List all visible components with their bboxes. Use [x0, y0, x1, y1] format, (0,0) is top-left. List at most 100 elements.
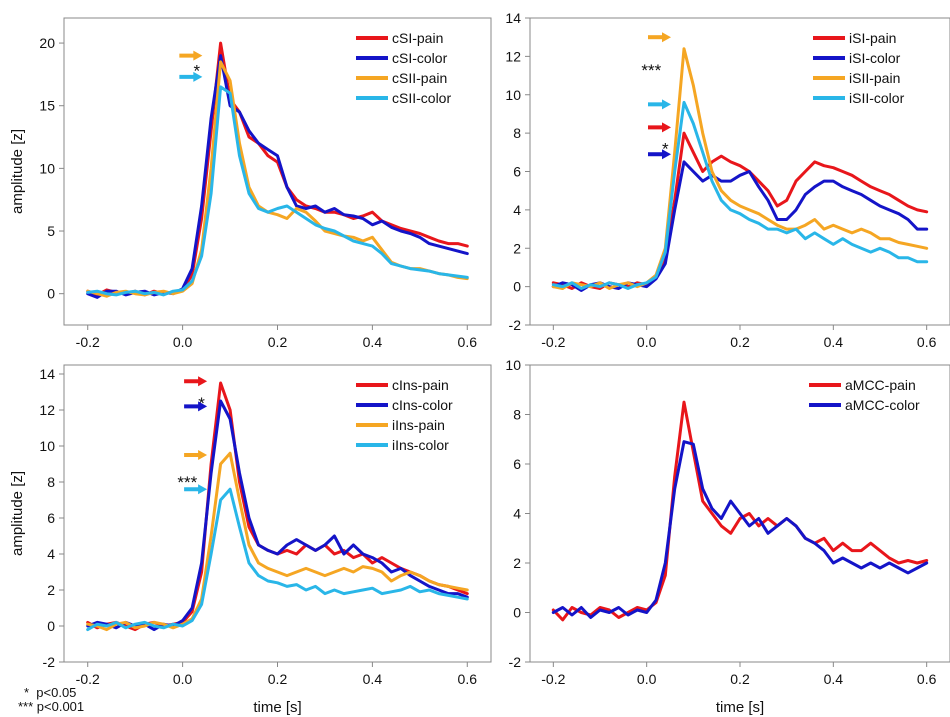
- x-tick-label: 0.6: [458, 671, 478, 687]
- legend-label: aMCC-pain: [845, 377, 916, 393]
- x-axis-label: time [s]: [716, 699, 764, 716]
- x-tick-label: 0.0: [173, 334, 193, 350]
- y-tick-label: 6: [513, 456, 521, 472]
- x-tick-label: 0.2: [268, 334, 288, 350]
- legend-label: cIns-color: [392, 397, 453, 413]
- significance-arrowhead: [662, 149, 671, 160]
- series-line-iSI-pain: [551, 131, 929, 290]
- series-line-aMCC-color: [551, 440, 929, 619]
- legend-label: iSII-pain: [849, 70, 900, 86]
- y-tick-label: 10: [505, 87, 521, 103]
- significance-arrowhead: [193, 50, 203, 61]
- significance-arrowhead: [198, 450, 208, 460]
- y-tick-label: 0: [47, 618, 55, 634]
- x-axis-label: time [s]: [253, 699, 301, 716]
- y-tick-label: 5: [47, 223, 55, 239]
- legend-label: aMCC-color: [845, 397, 920, 413]
- y-tick-label: -2: [509, 654, 522, 670]
- legend-label: cIns-pain: [392, 377, 449, 393]
- y-tick-label: 8: [47, 474, 55, 490]
- y-tick-label: 2: [513, 240, 521, 256]
- y-tick-label: 10: [39, 438, 55, 454]
- legend-label: iIns-color: [392, 437, 449, 453]
- series-line-iIns-pain: [86, 451, 469, 632]
- x-tick-label: 0.4: [363, 671, 383, 687]
- y-tick-label: 4: [513, 202, 521, 218]
- y-tick-label: 20: [39, 35, 55, 51]
- legend-label: iSI-color: [849, 50, 901, 66]
- y-tick-label: 8: [513, 407, 521, 423]
- legend: aMCC-pain aMCC-color: [809, 377, 920, 413]
- x-tick-label: 0.2: [268, 671, 288, 687]
- significance-arrowhead: [662, 32, 671, 43]
- significance-arrowhead: [662, 122, 671, 133]
- legend: cSI-pain cSI-color cSII-pain cSII-color: [356, 30, 451, 106]
- significance-arrowhead: [198, 484, 208, 495]
- chart-panel-top-left: -0.2 0.0 0.2 0.4 0.6 0 5 10 15 20 amplitude [z] cSI…: [9, 17, 492, 350]
- y-tick-label: 14: [505, 10, 521, 26]
- y-tick-label: 10: [505, 357, 521, 373]
- footnote-p0001: *** p<0.001: [18, 699, 85, 714]
- significance-marker: *: [194, 62, 201, 81]
- y-axis-label: amplitude [z]: [9, 129, 26, 214]
- series-line-cIns-color: [86, 399, 469, 632]
- x-tick-label: -0.2: [541, 671, 565, 687]
- x-tick-label: 0.2: [730, 671, 750, 687]
- series-line-iSII-color: [551, 100, 929, 290]
- y-tick-label: 0: [513, 279, 521, 295]
- significance-arrowhead: [198, 376, 208, 387]
- significance-marker: *: [662, 139, 669, 158]
- x-tick-label: 0.6: [917, 671, 937, 687]
- series-line-cSII-color: [86, 85, 469, 297]
- x-tick-label: 0.0: [173, 671, 193, 687]
- footnote-p005: * p<0.05: [24, 685, 77, 700]
- x-tick-label: 0.4: [824, 334, 844, 350]
- legend-label: iIns-pain: [392, 417, 445, 433]
- legend: iSI-pain iSI-color iSII-pain iSII-color: [813, 30, 905, 106]
- x-tick-label: 0.4: [363, 334, 383, 350]
- x-tick-label: 0.4: [824, 671, 844, 687]
- series-line-aMCC-pain: [551, 400, 929, 622]
- y-tick-label: -2: [509, 317, 522, 333]
- chart-panel-bottom-left: -0.2 0.0 0.2 0.4 0.6 -2 0 2 4 6 8 10 12 14 amplitude […: [9, 364, 492, 716]
- y-tick-label: 6: [513, 164, 521, 180]
- series-line-iIns-color: [86, 487, 469, 632]
- x-tick-label: 0.0: [637, 671, 657, 687]
- significance-arrowhead: [193, 71, 203, 82]
- significance-arrowhead: [662, 99, 671, 110]
- y-tick-label: 4: [513, 506, 521, 522]
- series-line-iSII-pain: [551, 47, 929, 290]
- legend: cIns-pain cIns-color iIns-pain iIns-color: [356, 377, 453, 453]
- y-tick-label: 0: [47, 286, 55, 302]
- y-tick-label: 8: [513, 125, 521, 141]
- legend-label: cSII-color: [392, 90, 451, 106]
- chart-panel-top-right: -0.2 0.0 0.2 0.4 0.6-202468101214iSI-painiSI…: [505, 10, 950, 350]
- y-tick-label: 12: [39, 402, 55, 418]
- significance-marker: *: [198, 394, 205, 413]
- y-tick-label: 2: [47, 582, 55, 598]
- legend-label: cSII-pain: [392, 70, 447, 86]
- legend-label: cSI-color: [392, 50, 448, 66]
- y-tick-label: 10: [39, 160, 55, 176]
- y-tick-label: 6: [47, 510, 55, 526]
- y-axis-label: amplitude [z]: [9, 471, 26, 556]
- significance-arrowhead: [198, 401, 208, 412]
- y-tick-label: 0: [513, 605, 521, 621]
- x-tick-label: 0.6: [458, 334, 478, 350]
- x-tick-label: -0.2: [76, 671, 100, 687]
- y-tick-label: -2: [43, 654, 56, 670]
- legend-label: iSI-pain: [849, 30, 896, 46]
- x-tick-label: 0.6: [917, 334, 937, 350]
- chart-panel-bottom-right: -0.2 0.0 0.2 0.4 0.6 -2 0 2 4 6 8 10 time [s] aMCC-pa…: [505, 357, 950, 716]
- y-tick-label: 14: [39, 366, 55, 382]
- y-tick-label: 2: [513, 555, 521, 571]
- x-tick-label: 0.2: [730, 334, 750, 350]
- x-tick-label: -0.2: [76, 334, 100, 350]
- legend-label: cSI-pain: [392, 30, 443, 46]
- x-tick-label: 0.0: [637, 334, 657, 350]
- legend-label: iSII-color: [849, 90, 905, 106]
- series-line-iSI-color: [551, 160, 929, 292]
- y-tick-label: 15: [39, 98, 55, 114]
- y-tick-label: 4: [47, 546, 55, 562]
